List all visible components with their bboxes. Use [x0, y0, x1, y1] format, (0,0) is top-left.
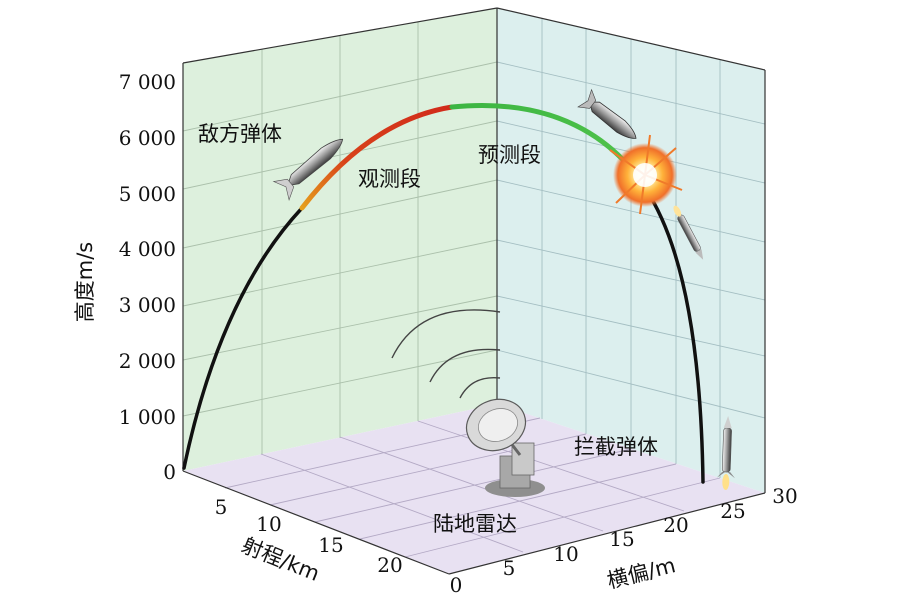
range-axis-title: 射程/km	[238, 533, 323, 586]
debris-missile-icon	[673, 205, 704, 260]
ascent-trajectory	[182, 206, 304, 470]
back-wall-grid	[182, 22, 498, 454]
range-tick-label: 15	[318, 533, 343, 557]
range-tick-label: 20	[377, 553, 402, 577]
y-tick-label: 4 000	[119, 237, 176, 261]
floor-grid	[224, 417, 721, 558]
y-tick-label: 1 000	[119, 405, 176, 429]
radar-waves	[391, 309, 501, 399]
range-axis-ticks: 5 10 15 20	[215, 495, 403, 577]
y-tick-label: 5 000	[119, 182, 176, 206]
cross-tick-label: 30	[772, 484, 797, 508]
cross-axis-title: 横偏/m	[605, 553, 678, 593]
cross-tick-label: 0	[450, 573, 463, 597]
y-axis-title: 高度m/s	[73, 242, 97, 322]
prediction-segment-curve	[449, 102, 631, 168]
cross-tick-label: 5	[503, 556, 516, 580]
cross-tick-label: 25	[720, 499, 745, 523]
y-tick-label: 3 000	[119, 293, 176, 317]
cross-tick-label: 10	[553, 542, 578, 566]
observation-segment-curve	[299, 104, 455, 211]
cross-axis-ticks: 0 5 10 15 20 25 30	[450, 484, 798, 597]
ground-radar-label: 陆地雷达	[433, 512, 517, 536]
y-axis-ticks: 0 1 000 2 000 3 000 4 000 5 000 6 000 7 …	[119, 70, 176, 484]
y-tick-label: 2 000	[119, 349, 176, 373]
floor	[183, 404, 765, 574]
prediction-segment-label: 预测段	[478, 143, 541, 167]
interceptor-label: 拦截弹体	[574, 435, 658, 459]
enemy-warhead-icon	[272, 138, 344, 201]
interceptor-missile-icon	[716, 416, 735, 490]
ground-radar-icon	[465, 398, 545, 497]
cross-tick-label: 15	[609, 527, 634, 551]
y-tick-label: 6 000	[119, 126, 176, 150]
interceptor-trajectory	[643, 186, 705, 484]
intercept-explosion-icon	[609, 134, 683, 215]
range-tick-label: 10	[256, 512, 281, 536]
box-edges	[182, 7, 766, 575]
incoming-warhead-icon	[577, 88, 637, 139]
y-tick-label: 0	[163, 460, 176, 484]
y-tick-label: 7 000	[119, 70, 176, 94]
range-tick-label: 5	[215, 495, 228, 519]
observation-segment-label: 观测段	[358, 167, 421, 191]
enemy-warhead-label: 敌方弹体	[198, 122, 282, 146]
cross-tick-label: 20	[663, 513, 688, 537]
